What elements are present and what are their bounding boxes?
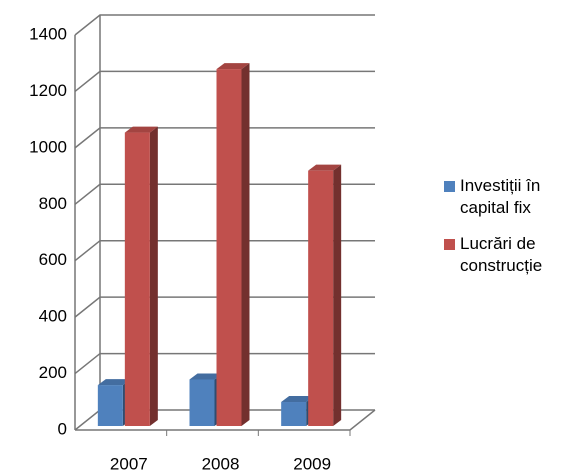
bar-top [189, 373, 223, 380]
legend-label: Lucrări de construcție [460, 234, 543, 275]
bar-top [216, 63, 250, 70]
legend-label: Investiții în capital fix [460, 176, 541, 217]
bar-side [241, 63, 250, 426]
bar [97, 385, 123, 426]
bar-top [308, 164, 342, 171]
x-tick-label: 2009 [293, 454, 331, 473]
bar-top [281, 396, 315, 403]
bar [189, 379, 215, 426]
bar-top [97, 379, 131, 386]
y-tick-label: 400 [39, 307, 67, 326]
y-tick-label: 200 [39, 363, 67, 382]
bar-side [333, 164, 342, 427]
bar [216, 69, 242, 426]
legend-swatch [444, 239, 455, 250]
bar [308, 170, 334, 426]
y-tick-label: 1000 [29, 137, 67, 156]
y-tick-label: 1200 [29, 81, 67, 100]
bar-side [149, 126, 158, 427]
bar-top [124, 126, 158, 133]
y-tick-label: 800 [39, 194, 67, 213]
y-tick-label: 1400 [29, 24, 67, 43]
x-tick-label: 2008 [202, 454, 240, 473]
grid-line [74, 14, 375, 36]
bar [124, 132, 150, 427]
y-tick-label: 600 [39, 250, 67, 269]
legend-item: Lucrări de construcție [444, 233, 574, 277]
y-tick-label: 0 [58, 419, 67, 438]
x-tick-label: 2007 [110, 454, 148, 473]
legend-swatch [444, 181, 455, 192]
legend-item: Investiții în capital fix [444, 175, 574, 219]
bar [281, 402, 307, 426]
legend: Investiții în capital fix Lucrări de cons… [444, 175, 574, 291]
